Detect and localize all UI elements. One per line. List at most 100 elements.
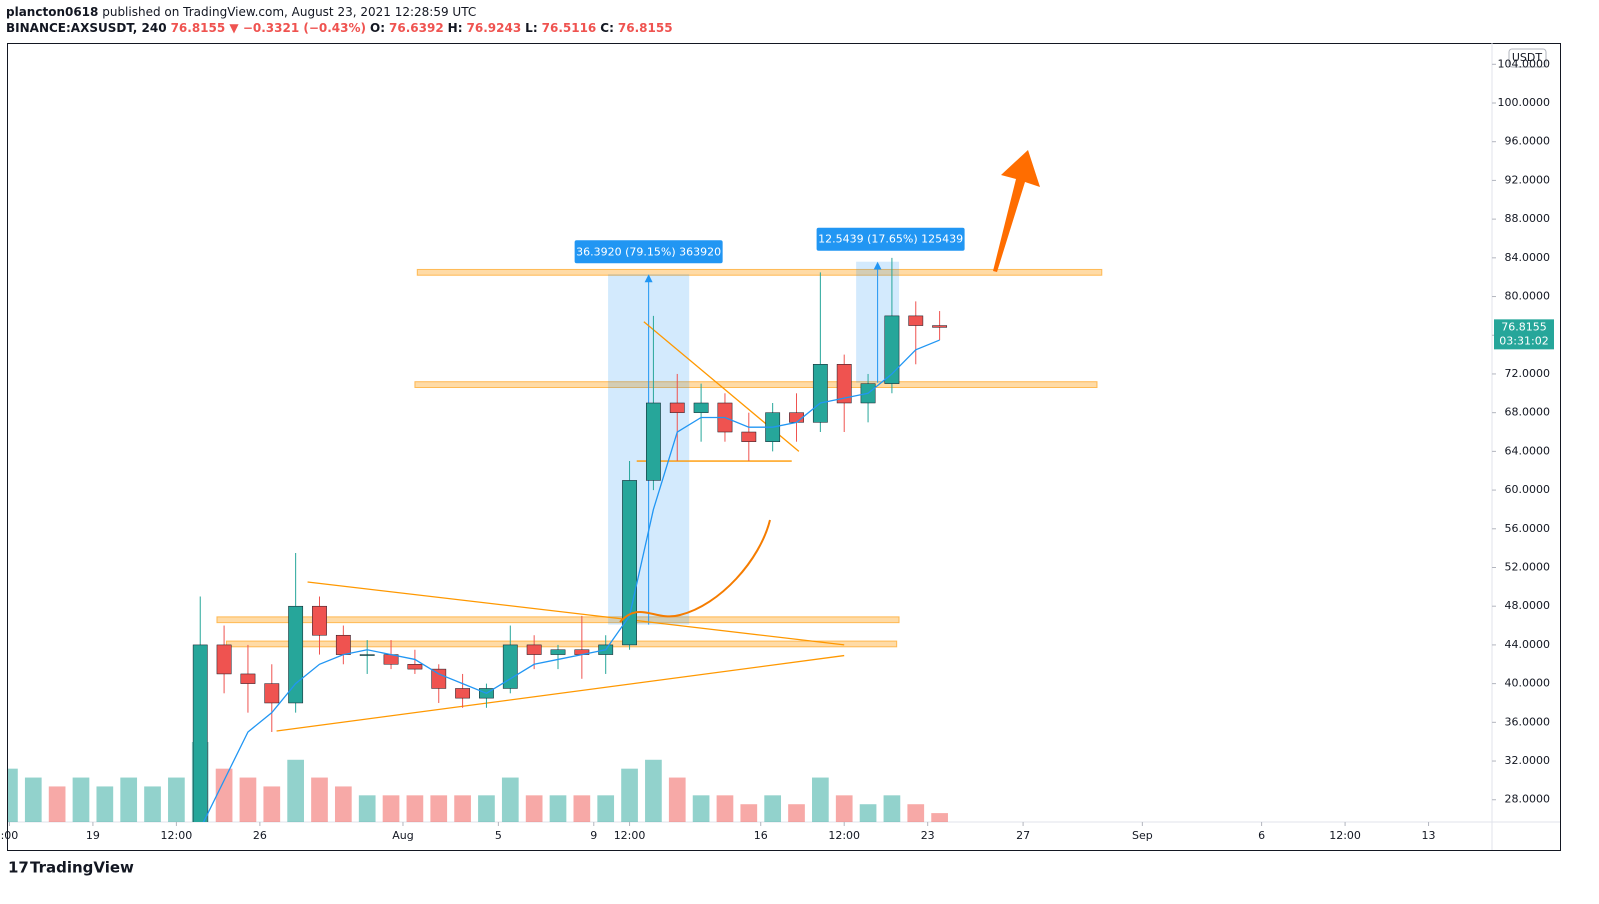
- candle-body: [669, 402, 685, 413]
- candle-body: [431, 668, 447, 689]
- quote-part: O:: [370, 21, 386, 35]
- y-tick-label: 60.0000: [1505, 483, 1551, 496]
- candle-body: [526, 644, 542, 655]
- y-tick-label: 36.0000: [1505, 715, 1551, 728]
- candle-body: [74, 889, 88, 895]
- candle-body: [26, 892, 40, 898]
- y-tick-label: 44.0000: [1505, 638, 1551, 651]
- volume-bar: [549, 795, 567, 822]
- quote-part: 76.6392: [389, 21, 444, 35]
- currency-badge: [1508, 48, 1547, 68]
- y-tick-label: 96.0000: [1505, 135, 1551, 148]
- frame: [7, 43, 1561, 851]
- y-tick-label: 32.0000: [1505, 754, 1551, 767]
- candle-body: [240, 673, 256, 684]
- candle-body: [145, 860, 159, 872]
- measure-label-bg: [816, 227, 965, 251]
- y-tick-label: 88.0000: [1505, 212, 1551, 225]
- trendline: [276, 654, 845, 732]
- volume-bar: [334, 786, 352, 822]
- quote-part: C:: [600, 21, 614, 35]
- volume-bar: [478, 795, 495, 822]
- x-tick-label: 5: [495, 829, 502, 842]
- quote-part: 76.5116: [541, 21, 597, 35]
- x-tick-label: 26: [253, 829, 267, 842]
- y-tick-label: 84.0000: [1505, 251, 1551, 264]
- volume-bar: [621, 768, 638, 822]
- candle-body: [836, 364, 852, 404]
- x-tick-label: 12:00: [161, 829, 193, 842]
- candle-body: [407, 664, 423, 670]
- x-tick-label: :00: [1, 829, 19, 842]
- last-price-tag: [1494, 319, 1554, 350]
- y-tick-label: 52.0000: [1505, 560, 1551, 573]
- measure-label: 12.5439 (17.65%) 125439: [818, 233, 963, 246]
- volume-bar: [835, 795, 853, 822]
- x-tick-label: 6: [1258, 829, 1265, 842]
- countdown: 03:31:02: [1499, 334, 1548, 347]
- quote-part: 76.9243: [466, 21, 522, 35]
- volume-bar: [764, 795, 782, 822]
- x-tick-label: 16: [754, 829, 768, 842]
- volume-bar: [931, 813, 948, 822]
- volume-bar: [859, 804, 877, 822]
- y-tick-label: 72.0000: [1505, 367, 1551, 380]
- y-tick-label: 28.0000: [1505, 793, 1551, 806]
- currency: USDT: [1512, 51, 1543, 64]
- volume-bar: [24, 777, 42, 822]
- candle-body: [288, 605, 304, 704]
- candle-body: [169, 843, 183, 859]
- volume-bar: [311, 777, 328, 822]
- volume-bar: [692, 795, 710, 822]
- arrow-drawing: [993, 150, 1040, 272]
- x-tick-label: 12:00: [614, 829, 646, 842]
- candle-body: [359, 654, 375, 656]
- measure-label-bg: [574, 240, 723, 264]
- y-tick-label: 100.0000: [1498, 96, 1551, 109]
- candle-body: [693, 402, 709, 413]
- volume-bar: [382, 795, 400, 822]
- volume-bar: [907, 804, 925, 822]
- volume-bar: [358, 795, 376, 822]
- volume-bar: [716, 795, 734, 822]
- published: published on TradingView.com, August 23,…: [102, 5, 477, 19]
- volume-bar: [788, 804, 805, 822]
- candle-body: [312, 605, 327, 636]
- candle-body: [645, 402, 661, 481]
- volume-bar: [72, 777, 90, 822]
- measure-label: 36.3920 (79.15%) 363920: [576, 245, 721, 258]
- candle-body: [192, 644, 208, 822]
- volume-bar: [454, 795, 471, 822]
- x-tick-label: 9: [590, 829, 597, 842]
- y-tick-label: 40.0000: [1505, 677, 1551, 690]
- volume-bar: [430, 795, 448, 822]
- publish-line: plancton0618 published on TradingView.co…: [6, 4, 677, 20]
- quote-part: 76.8155 ▼ −0.3321 (−0.43%): [170, 21, 367, 35]
- author: plancton0618: [6, 5, 99, 19]
- y-tick-label: 80.0000: [1505, 290, 1551, 303]
- volume-bar: [812, 777, 829, 822]
- volume-bar: [406, 795, 424, 822]
- quote-part: L:: [525, 21, 538, 35]
- y-tick-label: 92.0000: [1505, 173, 1551, 186]
- volume-bar: [239, 777, 257, 822]
- x-tick-label: Aug: [392, 829, 413, 842]
- brand-logo: 𝟭𝟳: [8, 859, 29, 877]
- curve-drawing: [619, 519, 771, 623]
- sr-zone: [416, 268, 1103, 276]
- trendline: [307, 581, 845, 646]
- volume-bar: [597, 795, 615, 822]
- y-tick-label: 104.0000: [1498, 57, 1551, 70]
- x-tick-label: 13: [1422, 829, 1436, 842]
- candle-body: [50, 892, 64, 895]
- volume-bar: [263, 786, 281, 822]
- x-tick-label: 19: [86, 829, 100, 842]
- volume-bar: [144, 786, 161, 822]
- volume-bar: [48, 786, 66, 822]
- volume-bar: [740, 804, 758, 822]
- x-tick-label: 12:00: [828, 829, 860, 842]
- quote-part: BINANCE:AXSUSDT, 240: [6, 21, 167, 35]
- candle-body: [932, 325, 948, 328]
